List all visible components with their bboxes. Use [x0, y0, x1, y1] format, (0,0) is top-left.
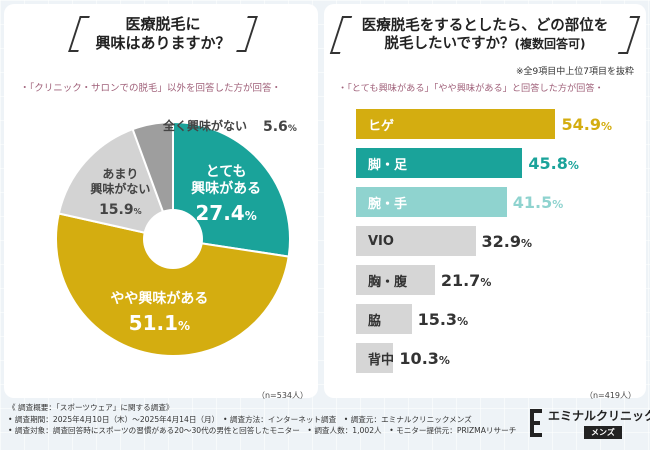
- bar-row-2: 脚・足 45.8%: [356, 148, 579, 178]
- body-part-panel: 医療脱毛をするとしたら、どの部位を 脱毛したいですか？(複数回答可) ※全9項目…: [324, 4, 646, 400]
- bar-5: 胸・腹: [356, 265, 435, 295]
- pie-slice-3: [57, 127, 175, 241]
- interest-panel: 医療脱毛に 興味はありますか？ ・「クリニック・サロンでの脱毛」以外を回答した方…: [4, 4, 318, 400]
- interest-question-title: 医療脱毛に 興味はありますか？: [74, 12, 252, 56]
- bar-row-7: 背中 10.3%: [356, 343, 450, 373]
- survey-overview-title: 《 調査概要：「スポーツウェア」に関する調査》: [8, 403, 174, 412]
- bar-label-6: 脇: [368, 313, 382, 329]
- bar-label-1: ヒゲ: [368, 118, 395, 134]
- pie-value-4: 5.6%: [263, 119, 297, 135]
- bar-1: ヒゲ: [356, 109, 556, 139]
- survey-overview: 《 調査概要：「スポーツウェア」に関する調査》 • 調査期間：2025年4月10…: [8, 402, 516, 437]
- bar-value-7: 10.3%: [399, 348, 450, 368]
- survey-target-size: • 調査対象：調査回答時にスポーツの習慣がある20〜30代の男性と回答したモニタ…: [8, 426, 517, 435]
- pie-label-1-2: 興味がある: [191, 180, 261, 197]
- bar-value-4: 32.9%: [481, 231, 533, 251]
- bar-row-5: 胸・腹 21.7%: [356, 265, 491, 295]
- body-part-sample-size: （n=419人）: [584, 391, 636, 400]
- logo-sub: メンズ: [584, 426, 622, 439]
- pie-value-3: 15.9%: [99, 202, 142, 218]
- bar-6: 脇: [356, 304, 412, 334]
- bar-label-2: 脚・足: [368, 157, 408, 173]
- pie-label-2-1: やや興味がある: [110, 290, 208, 307]
- interest-sample-size: （n=534人）: [256, 391, 308, 400]
- top-items-note: ※全9項目中上位7項目を抜粋: [516, 67, 634, 77]
- bar-label-5: 胸・腹: [368, 274, 408, 290]
- multiple-answer-note: (複数回答可): [514, 37, 586, 51]
- bar-label-3: 腕・手: [368, 196, 408, 212]
- interest-title-line2: 興味はありますか？: [95, 34, 231, 52]
- bar-4: VIO: [356, 226, 476, 256]
- body-part-question-title: 医療脱毛をするとしたら、どの部位を 脱毛したいですか？(複数回答可): [336, 12, 634, 58]
- pie-label-3-2: 興味がない: [90, 181, 150, 196]
- bar-value-6: 15.3%: [417, 309, 469, 329]
- pie-label-3-1: あまり: [102, 167, 138, 181]
- body-part-title-line2: 脱毛したいですか？: [384, 36, 515, 52]
- bar-value-2: 45.8%: [528, 153, 579, 173]
- pie-value-1: 27.4%: [195, 201, 256, 225]
- body-part-respondent-note: ・「とても興味がある」「やや興味がある」と回答した方が回答・: [338, 83, 604, 94]
- bar-row-1: ヒゲ 54.9%: [356, 109, 612, 139]
- bar-value-3: 41.5%: [512, 192, 564, 212]
- pie-label-1-1: とても: [206, 164, 247, 180]
- pie-center-hole: [143, 209, 203, 269]
- interest-title-line1: 医療脱毛に: [125, 15, 201, 34]
- pie-slice-1: [172, 120, 291, 258]
- bar-label-4: VIO: [368, 233, 394, 249]
- pie-label-4-1: 全く興味がない: [162, 118, 247, 133]
- bar-row-4: VIO 32.9%: [356, 226, 532, 256]
- logo-mark-icon: [530, 409, 542, 437]
- pie-value-2: 51.1%: [129, 311, 190, 335]
- eminal-clinic-logo: エミナルクリニック メンズ: [528, 405, 650, 443]
- interest-respondent-note: ・「クリニック・サロンでの脱毛」以外を回答した方が回答・: [20, 83, 282, 94]
- bar-2: 脚・足: [356, 148, 523, 178]
- bar-3: 腕・手: [356, 187, 507, 217]
- survey-period-method: • 調査期間：2025年4月10日（木）〜2025年4月14日（月） • 調査方…: [8, 414, 472, 424]
- bar-row-6: 脇 15.3%: [356, 304, 468, 334]
- bar-row-3: 腕・手 41.5%: [356, 187, 563, 217]
- bar-value-5: 21.7%: [440, 270, 492, 290]
- pie-slice-2: [55, 212, 290, 357]
- bar-7: 背中: [356, 343, 395, 373]
- logo-name: エミナルクリニック: [548, 409, 650, 423]
- bar-value-1: 54.9%: [561, 114, 612, 134]
- body-part-title-line1: 医療脱毛をするとしたら、どの部位を: [361, 17, 609, 34]
- pie-slice-4: [131, 120, 174, 240]
- bar-label-7: 背中: [368, 352, 395, 368]
